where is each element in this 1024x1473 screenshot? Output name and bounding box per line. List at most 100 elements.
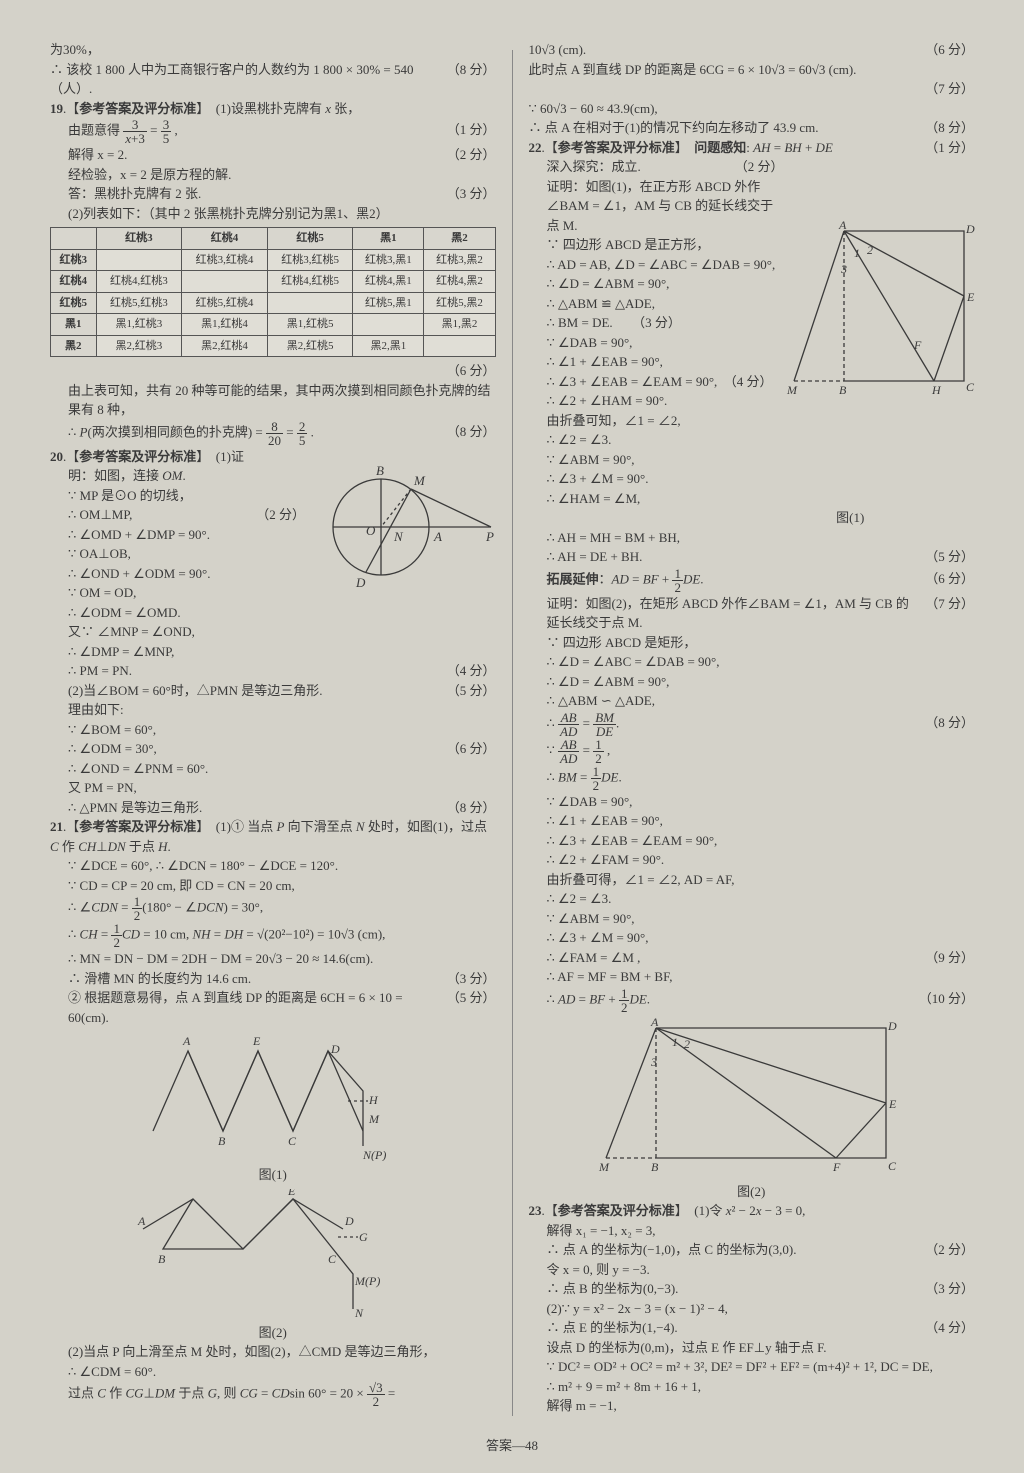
solution-text: 证明：如图(1)，在正方形 ABCD 外作∠BAM = ∠1，AM 与 CB 的…: [546, 177, 783, 236]
svg-text:H: H: [931, 383, 942, 397]
point-marker: （5 分）: [919, 547, 974, 567]
q19-head: 1919.【参考答案及评分标准】 (1)设黑桃扑克牌有 x 张，.【参考答案及评…: [50, 99, 496, 119]
solution-text: ∴ ∠2 + ∠HAM = 90°.: [546, 391, 783, 411]
solution-text: ∵ ∠DAB = 90°,: [546, 333, 783, 353]
solution-text: 答：黑桃扑克牌有 2 张.: [68, 184, 441, 204]
solution-text: 由上表可知，共有 20 种等可能的结果，其中两次摸到相同颜色扑克牌的结果有 8 …: [68, 381, 496, 420]
question-number: 19: [50, 101, 63, 116]
solution-text: ∴ PM = PN.: [68, 661, 441, 681]
svg-text:A: A: [650, 1018, 659, 1029]
point-marker: （1 分）: [441, 120, 496, 140]
point-marker: （9 分）: [919, 948, 974, 968]
svg-text:H: H: [368, 1093, 379, 1107]
svg-text:E: E: [966, 290, 975, 304]
solution-text: 经检验，x = 2 是原方程的解.: [68, 165, 496, 185]
solution-text: ∴ ∠2 = ∠3.: [546, 430, 783, 450]
solution-text: 设点 D 的坐标为(0,m)，过点 E 作 EF⊥y 轴于点 F.: [546, 1338, 974, 1358]
solution-text: ∴ ∠DMP = ∠MNP,: [68, 642, 496, 662]
point-marker: （7 分）: [919, 594, 974, 614]
solution-text: ∴ ∠2 + ∠FAM = 90°.: [546, 850, 974, 870]
solution-text: ∵ 四边形 ABCD 是矩形，: [546, 633, 974, 653]
solution-text: (2)∵ y = x² − 2x − 3 = (x − 1)² − 4,: [546, 1299, 974, 1319]
svg-text:D: D: [330, 1042, 340, 1056]
point-marker: （3 分）: [441, 969, 496, 989]
solution-text: ∴ ∠HAM = ∠M,: [546, 489, 974, 509]
point-marker: （8 分）: [441, 422, 496, 442]
point-marker: （3 分）: [919, 1279, 974, 1299]
solution-text: ∴ ∠D = ∠ABM = 90°,: [546, 274, 783, 294]
solution-text: ∴ ∠3 + ∠M = 90°.: [546, 469, 974, 489]
point-marker: （2 分）: [729, 157, 784, 177]
solution-text: ∵ 60√3 − 60 ≈ 43.9(cm),: [528, 99, 974, 119]
solution-text: ∵ 四边形 ABCD 是正方形，: [546, 235, 783, 255]
fig-label: P: [485, 529, 494, 544]
solution-text: ∴ △ABM ≌ △ADE,: [546, 294, 783, 314]
svg-text:2: 2: [684, 1037, 690, 1051]
svg-text:N: N: [354, 1306, 364, 1319]
point-marker: （8 分）: [919, 118, 974, 138]
solution-text: ∴ 点 A 在相对于(1)的情况下约向左移动了 43.9 cm.: [528, 118, 919, 138]
solution-text: ∴ ∠OND + ∠ODM = 90°.: [68, 564, 305, 584]
solution-text: ∴ 点 A 的坐标为(−1,0)，点 C 的坐标为(3,0).: [546, 1240, 919, 1260]
solution-text: ∴ AH = MH = BM + BH,: [546, 528, 974, 548]
point-marker: （8 分）: [441, 60, 496, 80]
solution-text: ∴ MN = DN − DM = 2DH − DM = 20√3 − 20 ≈ …: [68, 949, 496, 969]
text-line: ∴ 该校 1 800 人中为工商银行客户的人数约为 1 800 × 30% = …: [50, 60, 496, 99]
solution-text: 证明：如图(2)，在矩形 ABCD 外作∠BAM = ∠1，AM 与 CB 的延…: [546, 594, 919, 633]
point-marker: （6 分）: [919, 40, 974, 60]
point-marker: （7 分）: [919, 79, 974, 99]
svg-text:A: A: [838, 221, 847, 232]
svg-text:A: A: [182, 1034, 191, 1048]
fig-label: O: [366, 523, 376, 538]
solution-text: 解得 x = 2.: [68, 145, 441, 165]
svg-text:B: B: [218, 1134, 226, 1148]
solution-text: 由折叠可得，∠1 = ∠2, AD = AF,: [546, 870, 974, 890]
solution-text: ② 根据题意易得，点 A 到直线 DP 的距离是 6CH = 6 × 10 = …: [68, 988, 441, 1027]
solution-text: ∵ OA⊥OB,: [68, 544, 305, 564]
solution-text: ∵ ∠ABM = 90°,: [546, 909, 974, 929]
solution-text: ∴ ∠ODM = ∠OMD.: [68, 603, 496, 623]
solution-text: ∴ 点 B 的坐标为(0,−3).: [546, 1279, 919, 1299]
page-footer: 答案—48: [0, 1436, 1024, 1456]
solution-text: ∵ ∠DCE = 60°, ∴ ∠DCN = 180° − ∠DCE = 120…: [68, 856, 496, 876]
svg-text:F: F: [832, 1160, 841, 1174]
solution-text: (2)当∠BOM = 60°时，△PMN 是等边三角形.: [68, 681, 441, 701]
solution-text: ∴ ∠D = ∠ABC = ∠DAB = 90°,: [546, 652, 974, 672]
svg-text:E: E: [287, 1189, 296, 1198]
solution-text: ∴ ∠FAM = ∠M ,: [546, 948, 919, 968]
solution-text: 此时点 A 到直线 DP 的距离是 6CG = 6 × 10√3 = 60√3 …: [528, 60, 974, 80]
solution-text: 理由如下:: [68, 700, 496, 720]
figure-caption: 图(1): [50, 1165, 496, 1185]
point-marker: （2 分）: [919, 1240, 974, 1260]
svg-text:1: 1: [854, 246, 860, 260]
solution-text: ∵ OM = OD,: [68, 583, 305, 603]
svg-text:M: M: [598, 1160, 610, 1174]
svg-text:1: 1: [672, 1035, 678, 1049]
svg-text:M: M: [368, 1112, 380, 1126]
solution-text: 又 PM = PN,: [68, 778, 496, 798]
solution-text: ∴ OM⊥MP,: [68, 505, 250, 525]
solution-text: 解得 m = −1,: [546, 1396, 974, 1416]
solution-text: (2)列表如下：（其中 2 张黑桃扑克牌分别记为黑1、黑2）: [68, 204, 496, 224]
solution-text: ∴ m² + 9 = m² + 8m + 16 + 1,: [546, 1377, 974, 1397]
svg-text:2: 2: [867, 243, 873, 257]
zigzag-figure-2: AED BC GM(P)N: [133, 1189, 413, 1319]
right-column: 10√3 (cm).（6 分） 此时点 A 到直线 DP 的距离是 6CG = …: [528, 40, 974, 1416]
solution-text: ∵ DC² = OD² + OC² = m² + 3², DE² = DF² +…: [546, 1357, 974, 1377]
figure-caption: 图(1): [726, 508, 974, 528]
point-marker: （8 分）: [441, 798, 496, 818]
point-marker: （3 分）: [441, 184, 496, 204]
fig-label: M: [413, 473, 426, 488]
svg-text:D: D: [965, 222, 975, 236]
svg-text:C: C: [966, 380, 975, 394]
svg-text:B: B: [839, 383, 847, 397]
solution-text: 10√3 (cm).: [528, 40, 919, 60]
point-marker: （1 分）: [919, 138, 974, 158]
point-marker: （2 分）: [250, 505, 305, 525]
solution-text: ∴ ∠ODM = 30°,: [68, 739, 441, 759]
solution-text: ∵ CD = CP = 20 cm, 即 CD = CN = 20 cm,: [68, 876, 496, 896]
solution-text: ∵ ∠BOM = 60°,: [68, 720, 496, 740]
point-marker: （5 分）: [441, 988, 496, 1008]
solution-text: ∴ ∠OND = ∠PNM = 60°.: [68, 759, 496, 779]
figure-caption: 图(2): [528, 1182, 974, 1202]
